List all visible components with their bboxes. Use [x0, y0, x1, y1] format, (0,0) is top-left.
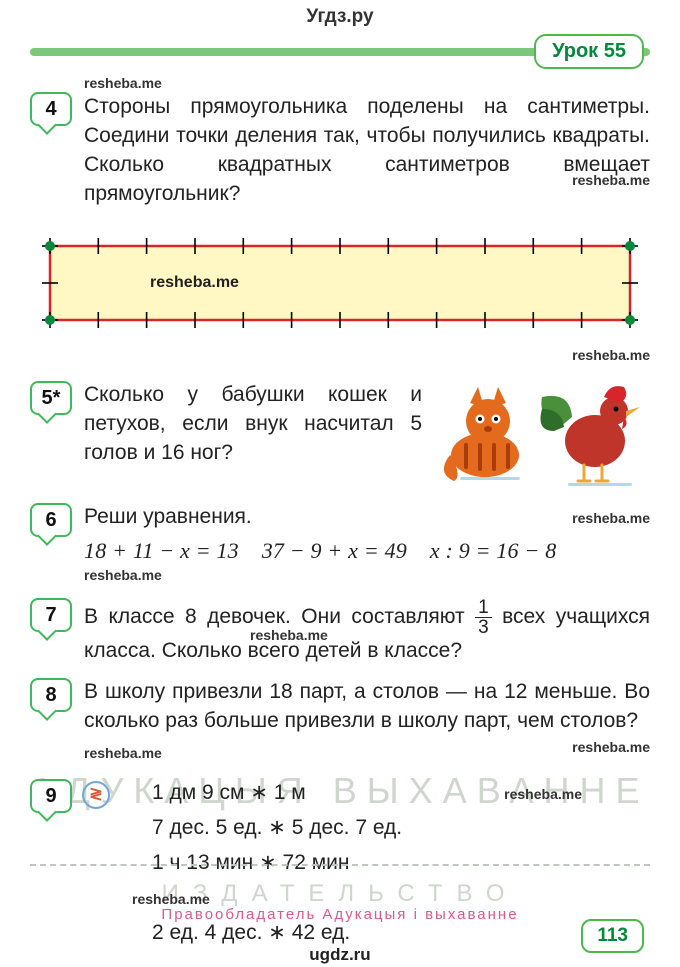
watermark-site: resheba.me: [572, 347, 650, 363]
compare-icon: ≷: [82, 781, 110, 809]
fraction-numerator: 1: [475, 598, 492, 618]
content-area: resheba.me 4 Стороны прямоугольника поде…: [30, 74, 650, 959]
compare-row: 1 дм 9 см ∗ 1 м: [152, 779, 470, 808]
watermark-site: resheba.me: [504, 786, 582, 802]
watermark-bottom: ugdz.ru: [0, 945, 680, 965]
watermark-site: resheba.me: [84, 74, 650, 93]
watermark-site: resheba.me: [250, 627, 328, 643]
task-number-6: 6: [30, 503, 72, 537]
watermark-site: resheba.me: [572, 510, 650, 526]
watermark-top: Угдз.ру: [0, 6, 680, 28]
task-5: 5* Сколько у бабушки кошек и петухов, ес…: [30, 381, 650, 491]
task-6-equations: 18 + 11 − x = 13 37 − 9 + x = 49 x : 9 =…: [84, 536, 650, 566]
footer-text: Правообладатель Адукацыя і выхаванне: [0, 906, 680, 923]
task-8-text: В школу привезли 18 парт, а столов — на …: [84, 678, 650, 736]
task-number-8: 8: [30, 678, 72, 712]
task-4: resheba.me 4 Стороны прямоугольника поде…: [30, 74, 650, 369]
lesson-badge: Урок 55: [534, 34, 644, 69]
equation-2: 37 − 9 + x = 49: [262, 538, 407, 563]
watermark-site: resheba.me: [150, 272, 239, 294]
task-7: 7 В классе 8 девочек. Они составляют 13 …: [30, 598, 650, 666]
watermark-site: resheba.me: [132, 891, 210, 907]
cat-rooster-image: [430, 381, 650, 491]
equation-3: x : 9 = 16 − 8: [430, 538, 557, 563]
task-number-4: 4: [30, 92, 72, 126]
task-6-title: Реши уравнения.: [84, 505, 252, 528]
task-number-5: 5*: [30, 381, 72, 415]
task-number-7: 7: [30, 598, 72, 632]
equation-1: 18 + 11 − x = 13: [84, 538, 239, 563]
watermark-site: resheba.me: [84, 745, 162, 761]
task-number-9: 9: [30, 779, 72, 813]
task-7-text: В классе 8 девочек. Они составляют 13 вс…: [84, 598, 650, 666]
fraction-1-3: 13: [475, 598, 492, 637]
fraction-denominator: 3: [475, 618, 492, 637]
task-6: 6 Реши уравнения. resheba.me 18 + 11 − x…: [30, 503, 650, 586]
watermark-site: resheba.me: [572, 738, 650, 757]
task-8: 8 В школу привезли 18 парт, а столов — н…: [30, 678, 650, 767]
dash-line: [30, 864, 650, 866]
watermark-site: resheba.me: [84, 566, 650, 585]
compare-row: 7 дес. 5 ед. ∗ 5 дес. 7 ед.: [152, 814, 470, 843]
rectangle-figure: resheba.me: [30, 228, 650, 338]
task-5-text: Сколько у бабушки кошек и петухов, если …: [84, 381, 430, 491]
watermark-site: resheba.me: [572, 172, 650, 188]
